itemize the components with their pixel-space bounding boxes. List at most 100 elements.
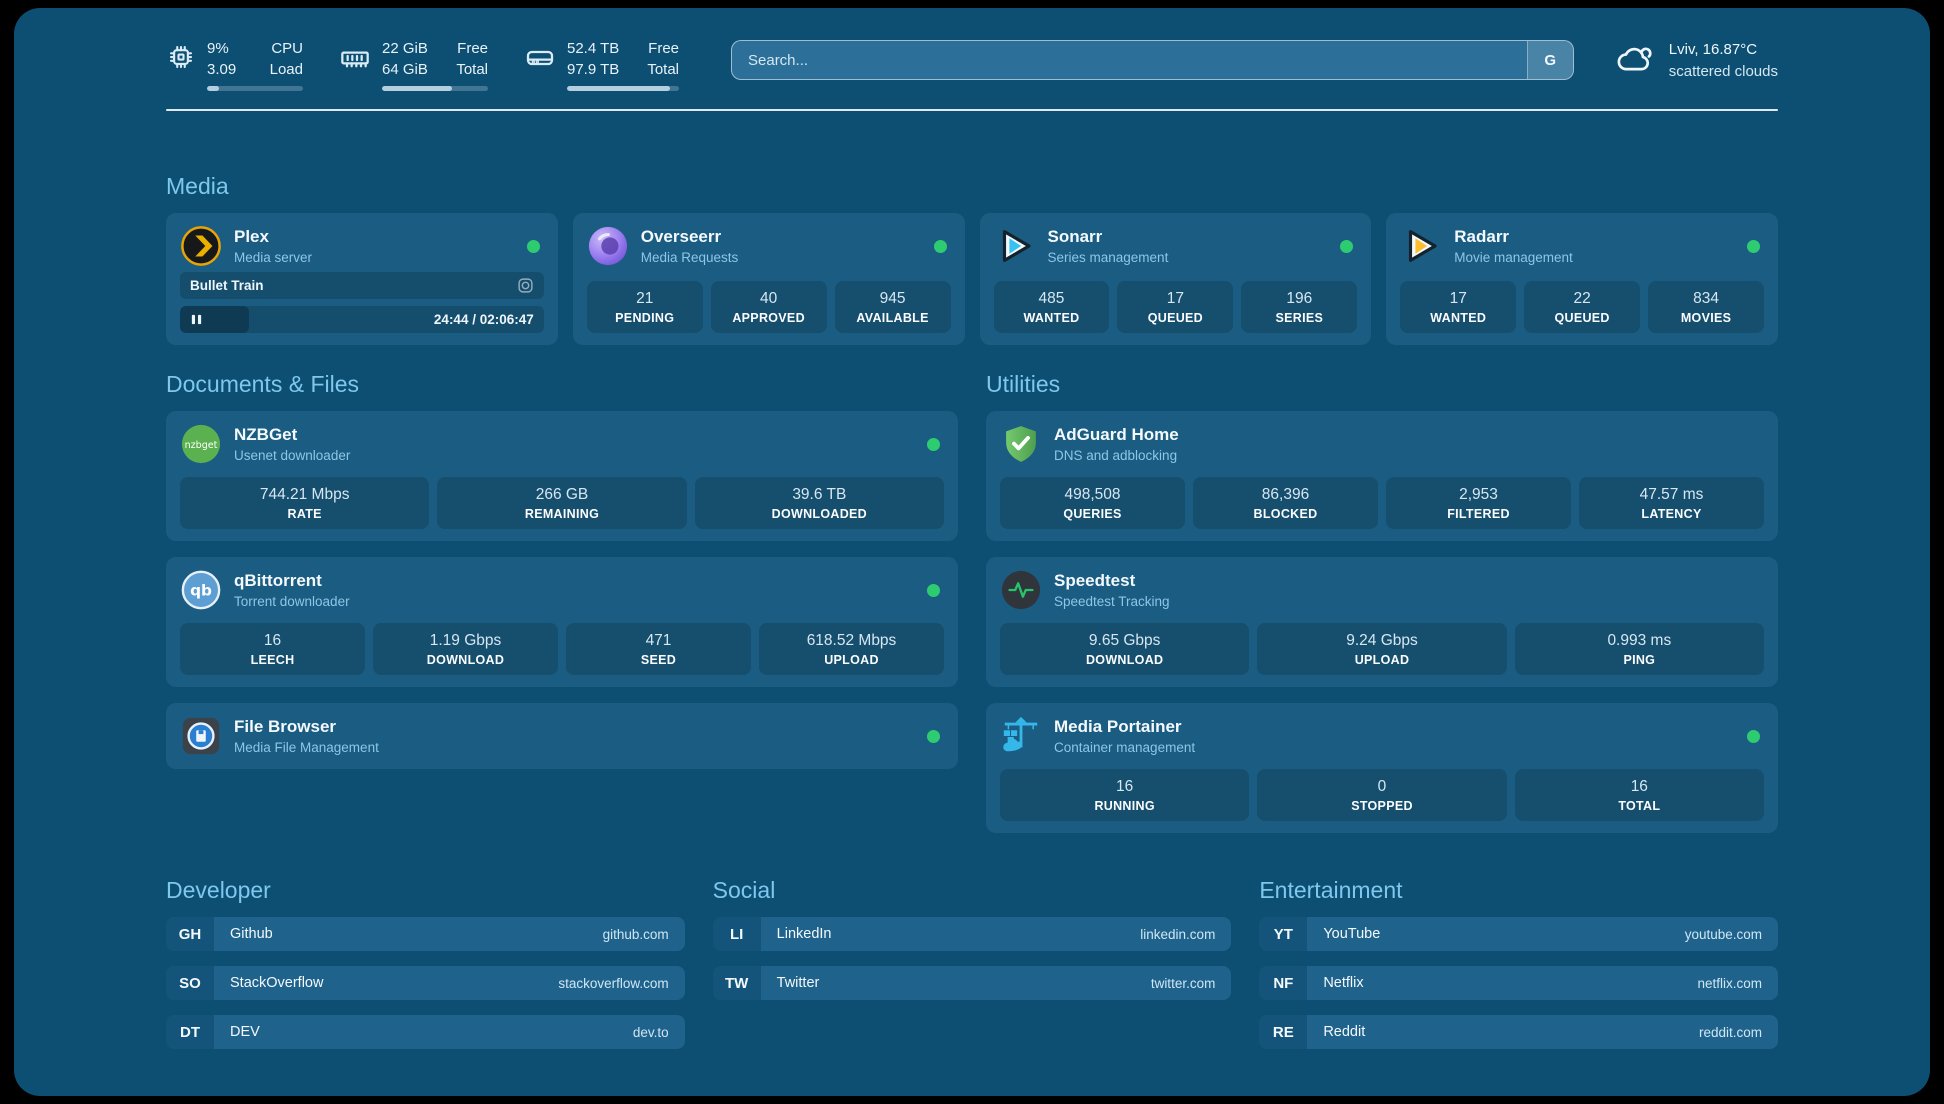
memory-icon [339, 42, 371, 91]
stat-label: WANTED [1430, 310, 1487, 325]
stat-value: 17 [1166, 289, 1184, 307]
service-description: Series management [1047, 249, 1169, 265]
stat-value: 47.57 ms [1639, 485, 1704, 503]
bookmark-linkedin[interactable]: LI LinkedIn linkedin.com [712, 917, 1232, 951]
weather-location: Lviv, 16.87°C [1668, 41, 1758, 58]
stat-label: DOWNLOADED [771, 506, 867, 521]
stat-label: BLOCKED [1253, 506, 1318, 521]
search-provider-button[interactable]: G [1526, 41, 1573, 79]
service-card-portainer: Media Portainer Container management 16 … [986, 703, 1778, 833]
disk-icon [524, 42, 556, 91]
stat-series: 196 SERIES [1241, 281, 1358, 333]
service-link-filebrowser[interactable]: File Browser Media File Management [180, 715, 944, 757]
qbittorrent-icon: qb [180, 569, 222, 611]
service-link-overseerr[interactable]: Overseerr Media Requests [587, 225, 951, 267]
cpu-usage-value: 9% [207, 40, 229, 57]
service-card-sonarr: Sonarr Series management 485 WANTED 17 Q… [979, 213, 1372, 345]
service-link-nzbget[interactable]: nzbget NZBGet Usenet downloader [180, 423, 944, 465]
bookmark-youtube[interactable]: YT YouTube youtube.com [1259, 917, 1778, 951]
service-description: Media server [234, 249, 313, 265]
stat-label: MOVIES [1680, 310, 1732, 325]
bookmark-url: netflix.com [1697, 975, 1762, 991]
service-name: Plex [234, 227, 269, 247]
stat-label: PENDING [615, 310, 675, 325]
stat-value: 0.993 ms [1607, 631, 1672, 649]
search-input[interactable] [732, 41, 1527, 79]
stat-value: 39.6 TB [792, 485, 847, 503]
bookmark-abbr: LI [712, 917, 761, 951]
service-description: Torrent downloader [234, 593, 350, 609]
service-link-speedtest[interactable]: Speedtest Speedtest Tracking [1000, 569, 1764, 611]
weather-widget: Lviv, 16.87°C scattered clouds [1616, 39, 1778, 83]
service-name: Speedtest [1054, 571, 1136, 591]
stat-label: QUEUED [1147, 310, 1204, 325]
stat-movies: 834 MOVIES [1648, 281, 1765, 333]
cpu-chip-icon [166, 42, 196, 91]
status-dot [927, 583, 940, 597]
bookmark-group-entertainment: Entertainment YT YouTube youtube.com NF … [1259, 877, 1778, 1049]
stat-label: PING [1623, 652, 1656, 667]
service-link-qbittorrent[interactable]: qb qBittorrent Torrent downloader [180, 569, 944, 611]
service-link-portainer[interactable]: Media Portainer Container management [1000, 715, 1764, 757]
service-card-qbittorrent: qb qBittorrent Torrent downloader 16 [166, 557, 958, 687]
stat-label: STOPPED [1351, 798, 1413, 813]
bookmark-url: linkedin.com [1140, 926, 1216, 942]
service-name: Overseerr [640, 227, 722, 247]
dashboard: 9% 3.09 CPU Load [14, 8, 1930, 1096]
disk-monitor: 52.4 TB 97.9 TB Free Total [524, 38, 679, 91]
service-description: Speedtest Tracking [1054, 593, 1170, 609]
stat-label: AVAILABLE [856, 310, 929, 325]
stat-ping: 0.993 ms PING [1514, 623, 1764, 675]
stat-label: DOWNLOAD [426, 652, 505, 667]
bookmark-name: Twitter [776, 975, 820, 991]
stat-value: 86,396 [1261, 485, 1310, 503]
stat-value: 471 [645, 631, 672, 649]
camera-icon [517, 277, 534, 294]
bookmark-abbr: YT [1259, 917, 1308, 951]
cpu-load-value: 3.09 [207, 61, 237, 78]
bookmark-dev[interactable]: DT DEV dev.to [166, 1015, 685, 1049]
bookmark-abbr: TW [712, 966, 761, 1000]
disk-free-value: 52.4 TB [567, 40, 620, 57]
stat-value: 17 [1449, 289, 1467, 307]
service-link-plex[interactable]: Plex Media server [180, 225, 544, 267]
disk-free-label: Free [648, 40, 679, 57]
service-description: DNS and adblocking [1054, 447, 1178, 463]
bookmark-reddit[interactable]: RE Reddit reddit.com [1259, 1015, 1778, 1049]
stat-latency: 47.57 ms LATENCY [1579, 477, 1764, 529]
bookmark-url: dev.to [632, 1024, 669, 1040]
bookmark-name: LinkedIn [776, 926, 832, 942]
disk-total-value: 97.9 TB [567, 61, 620, 78]
stat-value: 744.21 Mbps [259, 485, 350, 503]
stat-label: WANTED [1023, 310, 1080, 325]
svg-text:nzbget: nzbget [185, 440, 218, 451]
stat-upload: 618.52 Mbps UPLOAD [759, 623, 944, 675]
bookmark-stackoverflow[interactable]: SO StackOverflow stackoverflow.com [166, 966, 685, 1000]
stat-value: 834 [1693, 289, 1719, 307]
stat-download: 9.65 Gbps DOWNLOAD [1000, 623, 1250, 675]
service-link-radarr[interactable]: Radarr Movie management [1400, 225, 1764, 267]
service-description: Container management [1054, 739, 1196, 755]
pause-icon [190, 313, 203, 326]
service-card-overseerr: Overseerr Media Requests 21 PENDING 40 A… [572, 213, 965, 345]
section-title-developer: Developer [166, 877, 271, 903]
service-link-adguard[interactable]: AdGuard Home DNS and adblocking [1000, 423, 1764, 465]
now-playing-title: Bullet Train [190, 278, 264, 293]
stat-value: 266 GB [535, 485, 589, 503]
cpu-usage-label: CPU [271, 40, 303, 57]
memory-free-value: 22 GiB [382, 40, 428, 57]
stat-seed: 471 SEED [566, 623, 751, 675]
bookmark-abbr: NF [1259, 966, 1308, 1000]
weather-condition: scattered clouds [1668, 62, 1778, 80]
service-name: File Browser [234, 717, 337, 737]
stat-label: LATENCY [1641, 506, 1702, 521]
stat-value: 9.24 Gbps [1346, 631, 1418, 649]
bookmark-github[interactable]: GH Github github.com [166, 917, 685, 951]
cloud-icon [1616, 41, 1656, 80]
bookmark-netflix[interactable]: NF Netflix netflix.com [1259, 966, 1778, 1000]
service-link-sonarr[interactable]: Sonarr Series management [994, 225, 1358, 267]
stat-value: 0 [1377, 777, 1387, 795]
bookmark-twitter[interactable]: TW Twitter twitter.com [712, 966, 1232, 1000]
status-dot [927, 437, 940, 451]
stat-running: 16 RUNNING [1000, 769, 1250, 821]
